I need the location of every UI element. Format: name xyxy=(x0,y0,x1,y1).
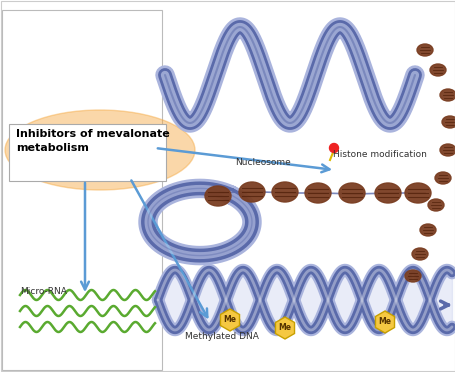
Ellipse shape xyxy=(338,183,364,203)
Ellipse shape xyxy=(439,144,455,156)
FancyBboxPatch shape xyxy=(2,10,162,370)
Ellipse shape xyxy=(416,44,432,56)
Ellipse shape xyxy=(304,183,330,203)
Text: Methylated DNA: Methylated DNA xyxy=(185,332,258,341)
Text: Me: Me xyxy=(223,315,236,324)
Circle shape xyxy=(329,144,338,153)
Ellipse shape xyxy=(439,89,455,101)
Ellipse shape xyxy=(441,116,455,128)
Text: Nucleosome: Nucleosome xyxy=(234,158,290,167)
Text: Histone modification: Histone modification xyxy=(332,150,426,159)
Ellipse shape xyxy=(404,270,420,282)
Ellipse shape xyxy=(427,199,443,211)
Ellipse shape xyxy=(205,186,231,206)
Text: Me: Me xyxy=(278,324,291,333)
Ellipse shape xyxy=(429,64,445,76)
FancyBboxPatch shape xyxy=(9,124,166,181)
Ellipse shape xyxy=(5,110,195,190)
Ellipse shape xyxy=(238,182,264,202)
Text: Micro-RNA: Micro-RNA xyxy=(20,287,67,296)
Ellipse shape xyxy=(271,182,298,202)
Ellipse shape xyxy=(419,224,435,236)
Ellipse shape xyxy=(374,183,400,203)
Ellipse shape xyxy=(434,172,450,184)
Ellipse shape xyxy=(411,248,427,260)
Text: Inhibitors of mevalonate
metabolism: Inhibitors of mevalonate metabolism xyxy=(16,129,169,153)
Ellipse shape xyxy=(404,183,430,203)
Text: Me: Me xyxy=(378,317,391,327)
